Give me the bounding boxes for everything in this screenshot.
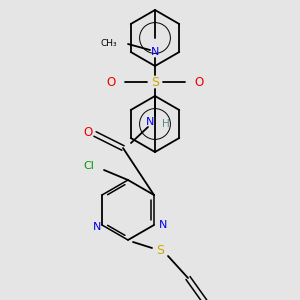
Text: S: S (151, 76, 159, 88)
Text: S: S (156, 244, 164, 256)
Text: H: H (162, 119, 170, 129)
Text: N: N (159, 220, 167, 230)
Text: N: N (151, 47, 159, 57)
Text: CH₃: CH₃ (101, 40, 117, 49)
Text: Cl: Cl (84, 161, 94, 171)
Text: N: N (146, 117, 154, 127)
Text: O: O (83, 125, 93, 139)
Text: O: O (106, 76, 116, 88)
Text: N: N (93, 222, 101, 232)
Text: O: O (194, 76, 204, 88)
